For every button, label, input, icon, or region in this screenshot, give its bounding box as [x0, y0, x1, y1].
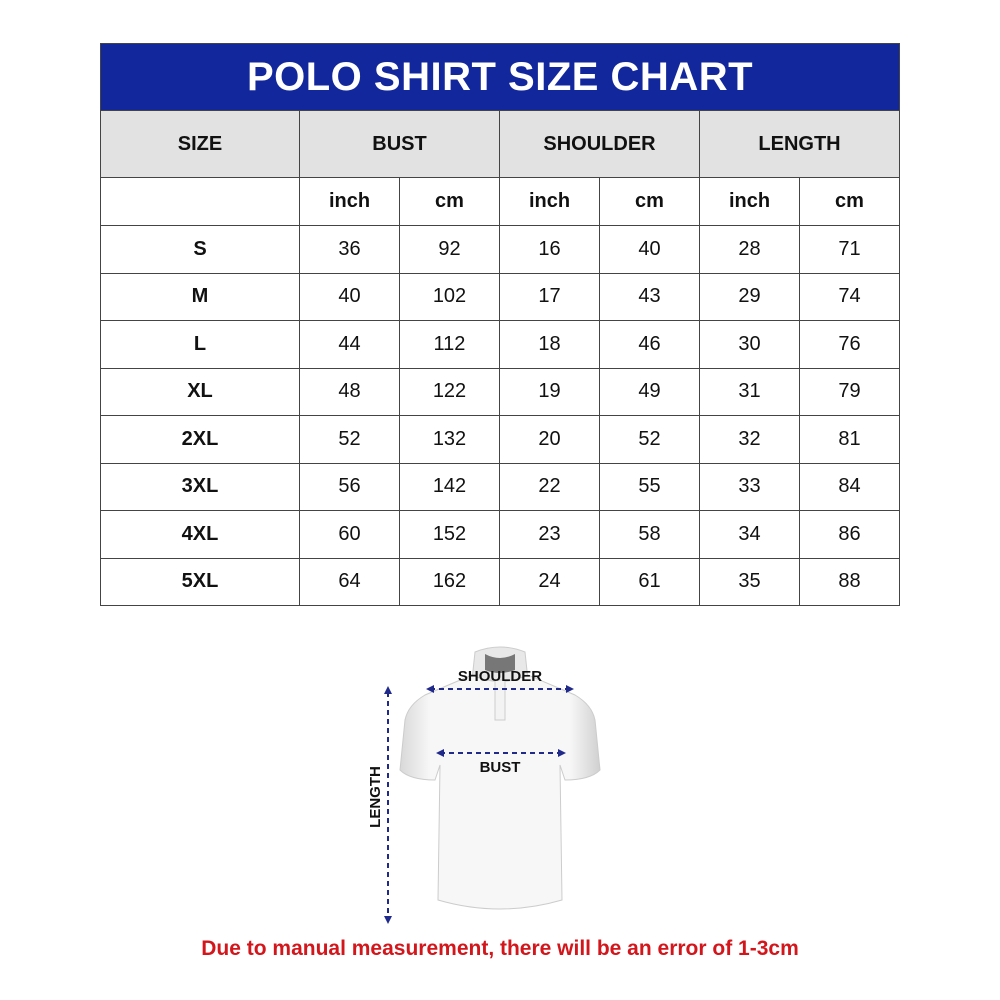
value-cell: 36: [299, 225, 400, 274]
table-row: 5XL 64 162 24 61 35 88: [100, 557, 900, 606]
size-cell: L: [100, 320, 300, 369]
value-cell: 40: [299, 272, 400, 321]
table-row: S 36 92 16 40 28 71: [100, 225, 900, 274]
unit-cm: cm: [599, 177, 700, 226]
value-cell: 55: [599, 462, 700, 511]
value-cell: 35: [699, 557, 800, 606]
value-cell: 24: [499, 557, 600, 606]
table-row: L 44 112 18 46 30 76: [100, 320, 900, 369]
length-label: LENGTH: [367, 766, 384, 828]
size-cell: 4XL: [100, 510, 300, 559]
bust-label: BUST: [480, 759, 521, 776]
chart-title: POLO SHIRT SIZE CHART: [100, 43, 900, 111]
value-cell: 152: [399, 510, 500, 559]
value-cell: 34: [699, 510, 800, 559]
value-cell: 162: [399, 557, 500, 606]
value-cell: 17: [499, 272, 600, 321]
value-cell: 32: [699, 415, 800, 464]
table-row: 4XL 60 152 23 58 34 86: [100, 510, 900, 559]
value-cell: 49: [599, 367, 700, 416]
table-row: 3XL 56 142 22 55 33 84: [100, 462, 900, 511]
unit-inch: inch: [299, 177, 400, 226]
value-cell: 40: [599, 225, 700, 274]
size-cell: S: [100, 225, 300, 274]
table-row: M 40 102 17 43 29 74: [100, 272, 900, 321]
value-cell: 142: [399, 462, 500, 511]
table-row: 2XL 52 132 20 52 32 81: [100, 415, 900, 464]
value-cell: 44: [299, 320, 400, 369]
header-length: LENGTH: [699, 110, 900, 178]
size-cell: M: [100, 272, 300, 321]
value-cell: 84: [799, 462, 900, 511]
value-cell: 64: [299, 557, 400, 606]
value-cell: 74: [799, 272, 900, 321]
value-cell: 88: [799, 557, 900, 606]
value-cell: 22: [499, 462, 600, 511]
value-cell: 132: [399, 415, 500, 464]
value-cell: 79: [799, 367, 900, 416]
shoulder-label: SHOULDER: [458, 668, 542, 685]
value-cell: 20: [499, 415, 600, 464]
value-cell: 43: [599, 272, 700, 321]
value-cell: 31: [699, 367, 800, 416]
value-cell: 112: [399, 320, 500, 369]
value-cell: 46: [599, 320, 700, 369]
value-cell: 23: [499, 510, 600, 559]
size-cell: 2XL: [100, 415, 300, 464]
header-bust: BUST: [299, 110, 500, 178]
header-shoulder: SHOULDER: [499, 110, 700, 178]
value-cell: 56: [299, 462, 400, 511]
value-cell: 16: [499, 225, 600, 274]
value-cell: 61: [599, 557, 700, 606]
value-cell: 48: [299, 367, 400, 416]
unit-blank: [100, 177, 300, 226]
value-cell: 52: [599, 415, 700, 464]
unit-cm: cm: [399, 177, 500, 226]
header-size: SIZE: [100, 110, 300, 178]
value-cell: 19: [499, 367, 600, 416]
unit-inch: inch: [699, 177, 800, 226]
shirt-diagram: SHOULDER BUST LENGTH: [367, 646, 601, 924]
value-cell: 102: [399, 272, 500, 321]
value-cell: 18: [499, 320, 600, 369]
value-cell: 122: [399, 367, 500, 416]
value-cell: 33: [699, 462, 800, 511]
unit-inch: inch: [499, 177, 600, 226]
polo-shirt-image: [399, 646, 601, 910]
value-cell: 81: [799, 415, 900, 464]
size-chart-table: POLO SHIRT SIZE CHART SIZE BUST SHOULDER…: [100, 43, 900, 606]
measurement-note: Due to manual measurement, there will be…: [201, 937, 799, 960]
value-cell: 76: [799, 320, 900, 369]
size-cell: XL: [100, 367, 300, 416]
value-cell: 29: [699, 272, 800, 321]
value-cell: 58: [599, 510, 700, 559]
table-row: XL 48 122 19 49 31 79: [100, 367, 900, 416]
value-cell: 52: [299, 415, 400, 464]
unit-cm: cm: [799, 177, 900, 226]
value-cell: 92: [399, 225, 500, 274]
value-cell: 60: [299, 510, 400, 559]
size-cell: 3XL: [100, 462, 300, 511]
value-cell: 71: [799, 225, 900, 274]
value-cell: 30: [699, 320, 800, 369]
size-cell: 5XL: [100, 557, 300, 606]
value-cell: 86: [799, 510, 900, 559]
value-cell: 28: [699, 225, 800, 274]
